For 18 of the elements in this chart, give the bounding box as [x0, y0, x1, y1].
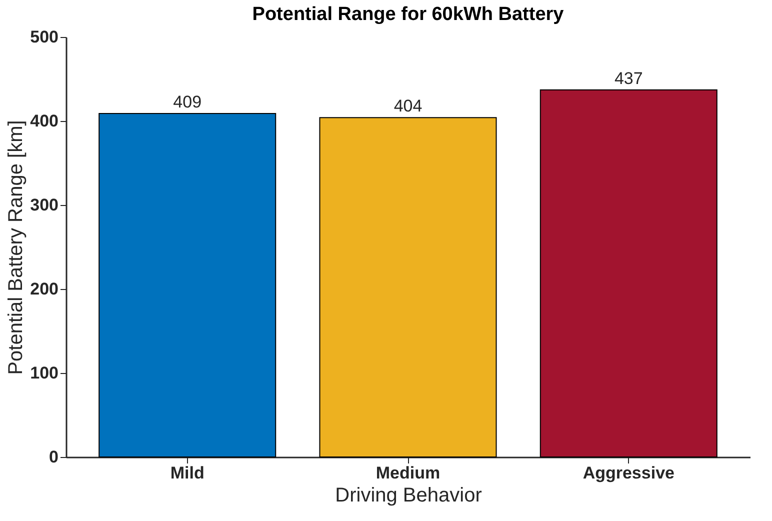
chart-title: Potential Range for 60kWh Battery — [252, 4, 564, 25]
data-label: 437 — [614, 68, 643, 88]
x-tick-label: Mild — [170, 464, 204, 482]
y-tick-label: 0 — [49, 448, 58, 466]
x-tick-label: Aggressive — [582, 464, 674, 482]
data-label: 409 — [173, 92, 202, 112]
y-tick-label: 100 — [30, 364, 58, 382]
data-label: 404 — [394, 96, 422, 116]
y-tick-label: 200 — [30, 280, 58, 298]
y-axis-title: Potential Battery Range [km] — [5, 120, 28, 375]
y-tick-label: 500 — [30, 28, 58, 46]
y-tick-label: 400 — [30, 112, 58, 130]
x-tick-label: Medium — [376, 464, 440, 482]
bar — [540, 89, 718, 458]
x-axis-title: Driving Behavior — [335, 484, 482, 506]
bar — [319, 117, 497, 458]
y-tick-label: 300 — [30, 196, 58, 214]
bar — [98, 112, 276, 458]
